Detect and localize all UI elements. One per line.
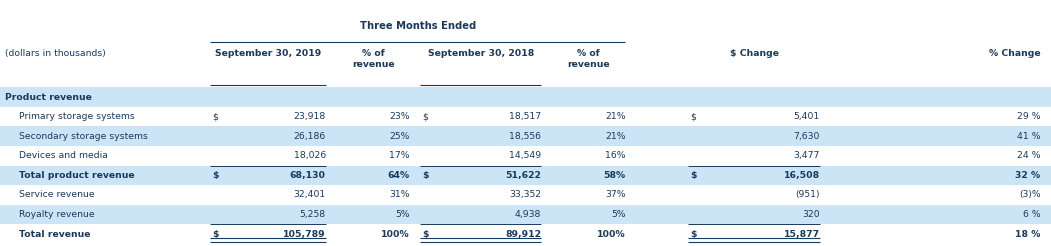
Text: 17%: 17% bbox=[389, 151, 410, 160]
Text: 18,517: 18,517 bbox=[509, 112, 541, 121]
Bar bbox=[0, 185, 1051, 205]
Text: 21%: 21% bbox=[604, 132, 625, 141]
Text: 33,352: 33,352 bbox=[509, 190, 541, 200]
Text: 100%: 100% bbox=[382, 230, 410, 239]
Text: 32,401: 32,401 bbox=[293, 190, 326, 200]
Text: % of
revenue: % of revenue bbox=[352, 49, 394, 69]
Text: Devices and media: Devices and media bbox=[19, 151, 108, 160]
Text: 18,026: 18,026 bbox=[293, 151, 326, 160]
Text: 32 %: 32 % bbox=[1015, 171, 1040, 180]
Text: 26,186: 26,186 bbox=[293, 132, 326, 141]
Text: 100%: 100% bbox=[597, 230, 625, 239]
Text: 37%: 37% bbox=[604, 190, 625, 200]
Text: 21%: 21% bbox=[604, 112, 625, 121]
Text: 15,877: 15,877 bbox=[784, 230, 820, 239]
Text: 18 %: 18 % bbox=[1015, 230, 1040, 239]
Bar bbox=[0, 146, 1051, 166]
Bar bbox=[0, 205, 1051, 224]
Text: Primary storage systems: Primary storage systems bbox=[19, 112, 135, 121]
Text: September 30, 2018: September 30, 2018 bbox=[428, 49, 534, 58]
Text: (dollars in thousands): (dollars in thousands) bbox=[5, 49, 106, 58]
Bar bbox=[0, 224, 1051, 244]
Text: 51,622: 51,622 bbox=[506, 171, 541, 180]
Text: Royalty revenue: Royalty revenue bbox=[19, 210, 95, 219]
Text: 68,130: 68,130 bbox=[290, 171, 326, 180]
Text: 64%: 64% bbox=[388, 171, 410, 180]
Text: 4,938: 4,938 bbox=[515, 210, 541, 219]
Text: 41 %: 41 % bbox=[1017, 132, 1040, 141]
Text: Secondary storage systems: Secondary storage systems bbox=[19, 132, 148, 141]
Text: $: $ bbox=[423, 230, 429, 239]
Text: 6 %: 6 % bbox=[1023, 210, 1040, 219]
Text: 5,258: 5,258 bbox=[300, 210, 326, 219]
Text: 3,477: 3,477 bbox=[794, 151, 820, 160]
Text: (3)%: (3)% bbox=[1018, 190, 1040, 200]
Text: 5%: 5% bbox=[611, 210, 625, 219]
Text: 320: 320 bbox=[802, 210, 820, 219]
Text: Three Months Ended: Three Months Ended bbox=[359, 21, 476, 31]
Text: 23,918: 23,918 bbox=[293, 112, 326, 121]
Text: 89,912: 89,912 bbox=[506, 230, 541, 239]
Bar bbox=[0, 166, 1051, 185]
Text: 16,508: 16,508 bbox=[784, 171, 820, 180]
Text: $: $ bbox=[423, 171, 429, 180]
Bar bbox=[0, 107, 1051, 126]
Text: 31%: 31% bbox=[389, 190, 410, 200]
Text: 105,789: 105,789 bbox=[283, 230, 326, 239]
Text: 16%: 16% bbox=[604, 151, 625, 160]
Text: 25%: 25% bbox=[390, 132, 410, 141]
Bar bbox=[0, 87, 1051, 107]
Text: $: $ bbox=[212, 230, 219, 239]
Text: $: $ bbox=[212, 112, 219, 121]
Bar bbox=[0, 126, 1051, 146]
Text: 18,556: 18,556 bbox=[510, 132, 541, 141]
Text: $: $ bbox=[691, 230, 697, 239]
Text: 58%: 58% bbox=[603, 171, 625, 180]
Text: % Change: % Change bbox=[989, 49, 1040, 58]
Text: 5%: 5% bbox=[395, 210, 410, 219]
Text: 14,549: 14,549 bbox=[509, 151, 541, 160]
Text: (951): (951) bbox=[796, 190, 820, 200]
Text: $: $ bbox=[212, 171, 219, 180]
Text: $ Change: $ Change bbox=[729, 49, 779, 58]
Text: Service revenue: Service revenue bbox=[19, 190, 95, 200]
Text: % of
revenue: % of revenue bbox=[568, 49, 610, 69]
Text: 24 %: 24 % bbox=[1017, 151, 1040, 160]
Text: 23%: 23% bbox=[389, 112, 410, 121]
Text: 5,401: 5,401 bbox=[794, 112, 820, 121]
Text: 7,630: 7,630 bbox=[794, 132, 820, 141]
Text: $: $ bbox=[691, 112, 697, 121]
Text: $: $ bbox=[423, 112, 429, 121]
Text: 29 %: 29 % bbox=[1017, 112, 1040, 121]
Text: September 30, 2019: September 30, 2019 bbox=[214, 49, 322, 58]
Text: Product revenue: Product revenue bbox=[5, 92, 92, 102]
Text: Total product revenue: Total product revenue bbox=[19, 171, 135, 180]
Text: Total revenue: Total revenue bbox=[19, 230, 90, 239]
Text: $: $ bbox=[691, 171, 697, 180]
